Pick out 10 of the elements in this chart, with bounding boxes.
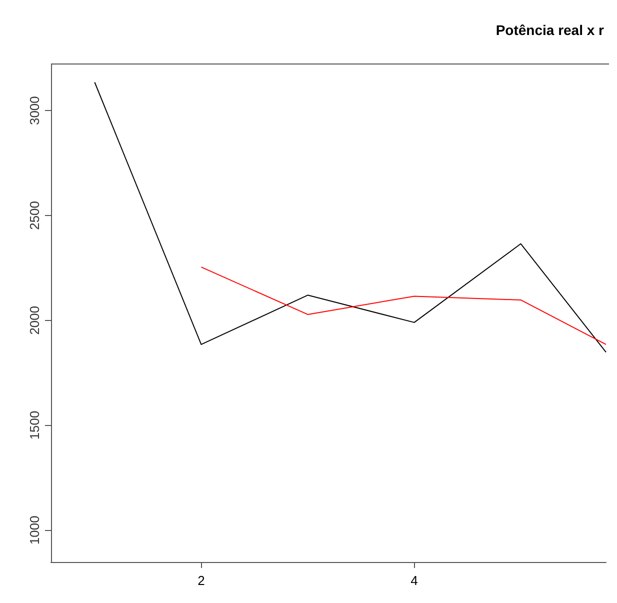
x-tick-label: 2 [198, 573, 205, 588]
y-tick-label: 2000 [27, 306, 42, 335]
line-series [200, 266, 606, 345]
y-tick-label: 1000 [27, 516, 42, 545]
x-tick-label: 4 [410, 573, 418, 588]
line-series [94, 82, 606, 353]
chart-title: Potência real x r [496, 22, 605, 38]
y-tick-label: 2500 [27, 200, 42, 230]
y-tick-label: 1500 [27, 410, 42, 440]
y-tick-label: 3000 [27, 96, 42, 126]
